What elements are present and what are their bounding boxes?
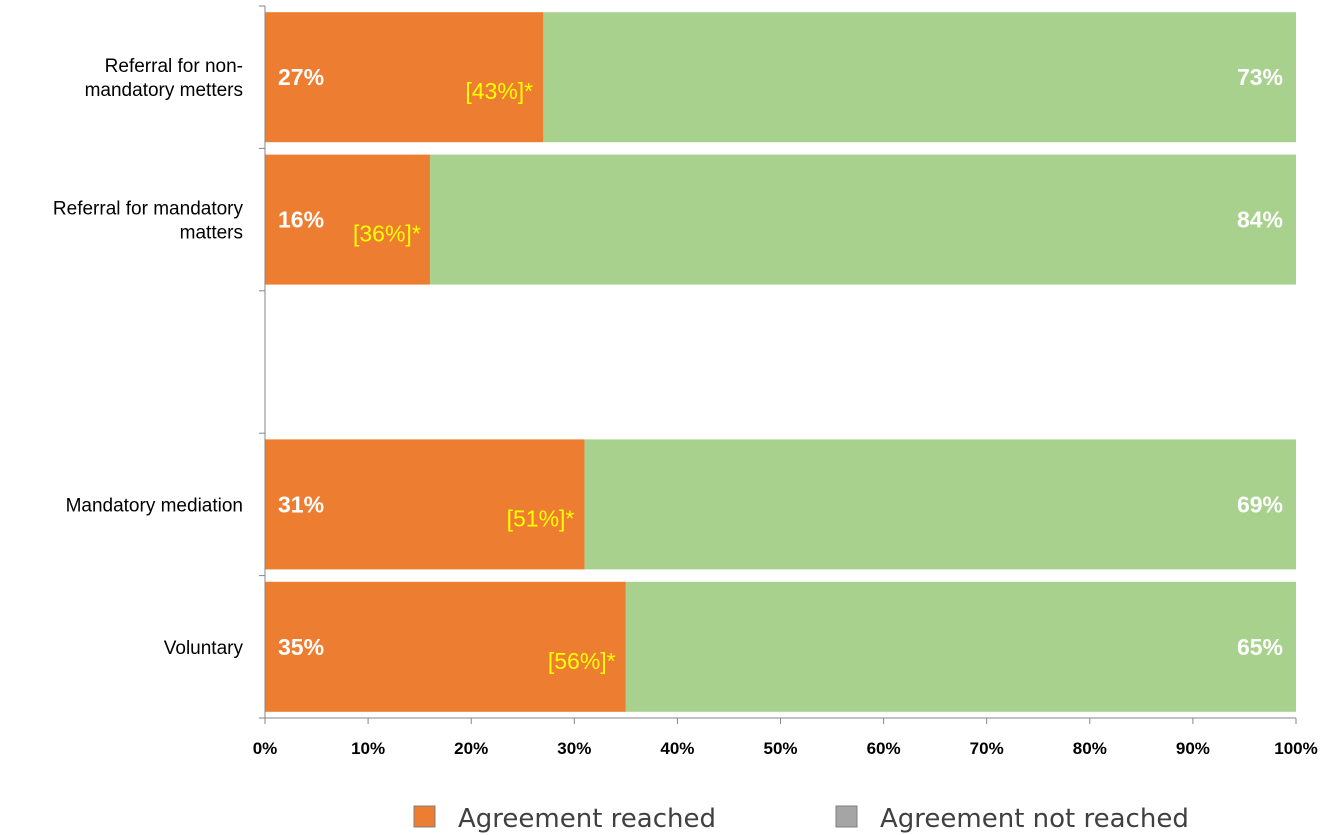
data-label: 35% [278, 634, 324, 660]
category-label: Mandatory mediation [66, 495, 243, 516]
data-label: 16% [278, 207, 324, 233]
x-tick-label: 10% [351, 739, 385, 758]
data-label: 73% [1237, 64, 1283, 90]
bar-agreement-not-reached [543, 12, 1296, 143]
legend-label: Agreement not reached [880, 804, 1189, 834]
category-label: Voluntary [164, 638, 244, 659]
axes-layer: Referral for non-mandatory metters Referr… [53, 5, 1318, 758]
bar-agreement-reached [265, 154, 430, 285]
bar-agreement-reached [265, 439, 585, 570]
category-label: Referral for non- [105, 56, 243, 77]
category-label: mandatory metters [85, 80, 243, 101]
x-tick-label: 40% [660, 739, 694, 758]
x-tick-label: 20% [454, 739, 488, 758]
bars-layer [265, 12, 1297, 712]
x-tick-label: 90% [1176, 739, 1210, 758]
data-label: 65% [1237, 634, 1283, 660]
x-tick-label: 60% [867, 739, 901, 758]
labels-layer: 27% 73% [43%]* 16% 84% [36%]* 31% 69% [51%]* 35% 6… [278, 64, 1283, 674]
category-label: matters [180, 223, 243, 244]
bar-agreement-not-reached [584, 439, 1296, 570]
x-tick-label: 100% [1274, 739, 1317, 758]
bar-agreement-reached [265, 581, 626, 712]
x-tick-label: 30% [557, 739, 591, 758]
data-label: 69% [1237, 491, 1283, 517]
annotation-label: [56%]* [548, 648, 616, 674]
legend-swatch [835, 805, 858, 828]
bar-agreement-not-reached [429, 154, 1297, 285]
x-tick-label: 80% [1073, 739, 1107, 758]
x-tick-label: 50% [763, 739, 797, 758]
legend-label: Agreement reached [458, 804, 716, 834]
legend: Agreement reached Agreement not reached [413, 804, 1189, 834]
x-tick-label: 0% [253, 739, 278, 758]
annotation-label: [51%]* [507, 505, 575, 531]
x-tick-label: 70% [970, 739, 1004, 758]
data-label: 84% [1237, 207, 1283, 233]
annotation-label: [36%]* [353, 221, 421, 247]
category-label: Referral for mandatory [53, 199, 244, 220]
bar-agreement-reached [265, 12, 544, 143]
data-label: 27% [278, 64, 324, 90]
data-label: 31% [278, 491, 324, 517]
annotation-label: [43%]* [465, 78, 533, 104]
legend-swatch [413, 805, 436, 828]
bar-agreement-not-reached [625, 581, 1296, 712]
